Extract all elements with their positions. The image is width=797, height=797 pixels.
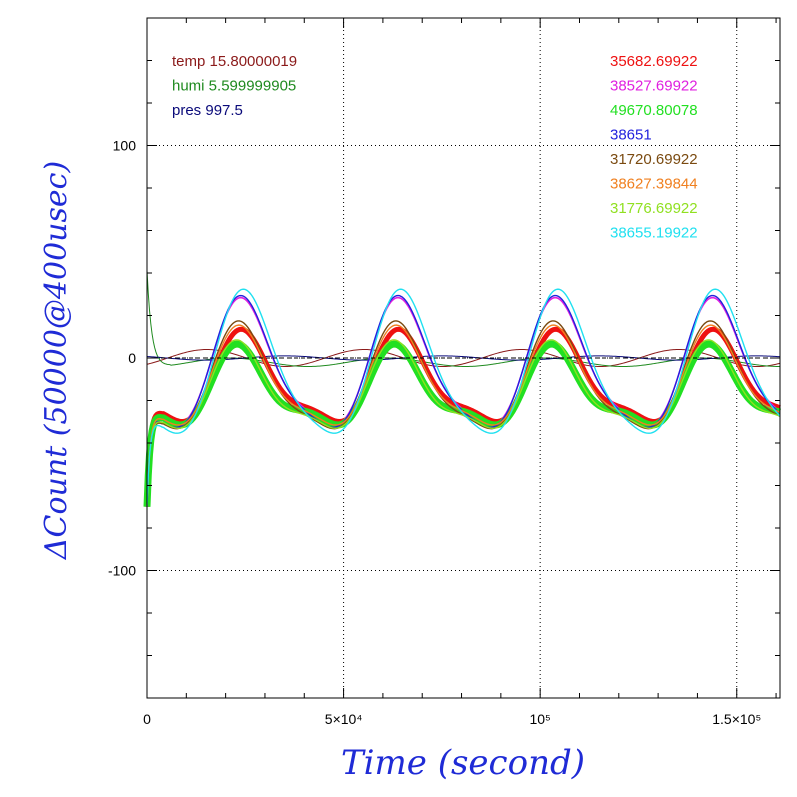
x-tick-label: 1.5×10⁵ [712, 711, 761, 727]
x-axis-title: Time (second) [341, 743, 585, 783]
series-line-6 [146, 339, 781, 507]
series-legend-entry: 31776.69922 [610, 200, 698, 217]
series-legend-entry: 38527.69922 [610, 78, 698, 95]
series-legend-entry: 38651 [610, 127, 652, 144]
y-tick-label: 100 [113, 138, 137, 154]
x-tick-label: 0 [143, 711, 151, 727]
series-legend-entry: 49670.80078 [610, 102, 698, 119]
series-legend-entry: 31720.69922 [610, 151, 698, 168]
env-legend-entry: pres 997.5 [172, 102, 243, 119]
tick-labels: 0 5×10⁴ 10⁵ 1.5×10⁵ 100 0 -100 [108, 138, 761, 728]
tick-marks [146, 17, 780, 699]
y-tick-label: -100 [108, 563, 136, 579]
env-legend-entry: humi 5.599999905 [172, 78, 296, 95]
x-tick-label: 5×10⁴ [325, 711, 363, 727]
x-tick-label: 10⁵ [529, 711, 550, 727]
series-lines [143, 288, 783, 507]
series-legend-entry: 38655.19922 [610, 225, 698, 242]
series-legend-entry: 38627.39844 [610, 176, 698, 193]
series-line-7 [146, 288, 781, 507]
legends: temp 15.80000019 humi 5.599999905 pres 997… [172, 53, 698, 242]
series-legend-entry: 35682.69922 [610, 53, 698, 70]
y-tick-label: 0 [128, 350, 136, 366]
y-axis-title: ΔCount (50000@400usec) [39, 161, 74, 560]
env-legend-entry: temp 15.80000019 [172, 53, 297, 70]
